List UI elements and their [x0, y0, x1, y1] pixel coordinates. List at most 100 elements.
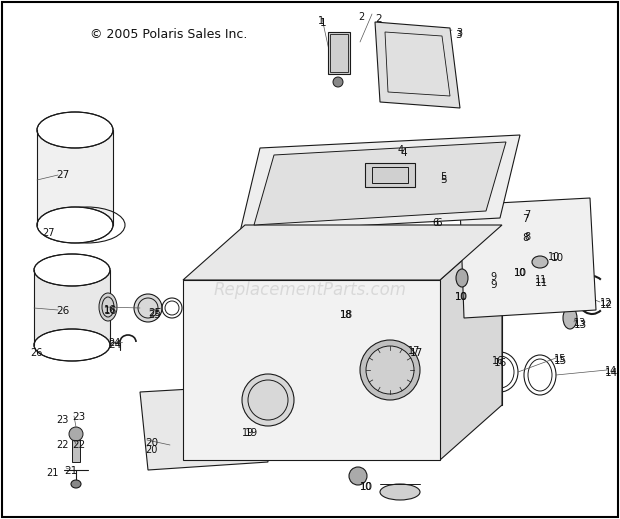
- Text: 7: 7: [522, 214, 529, 224]
- Polygon shape: [37, 130, 113, 225]
- Ellipse shape: [34, 329, 110, 361]
- Text: 22: 22: [72, 440, 86, 450]
- Text: 16: 16: [494, 358, 507, 368]
- Ellipse shape: [242, 374, 294, 426]
- Polygon shape: [245, 225, 502, 405]
- Text: 4: 4: [400, 148, 407, 158]
- Text: 7: 7: [524, 210, 530, 220]
- Text: 16: 16: [492, 356, 504, 366]
- Text: 20: 20: [145, 445, 157, 455]
- Text: 22: 22: [56, 440, 68, 450]
- Text: © 2005 Polaris Sales Inc.: © 2005 Polaris Sales Inc.: [90, 28, 247, 41]
- Text: 10: 10: [360, 482, 372, 492]
- Text: 15: 15: [554, 356, 567, 366]
- Ellipse shape: [514, 259, 522, 271]
- Circle shape: [512, 233, 516, 238]
- Text: 23: 23: [72, 412, 86, 422]
- Text: 24: 24: [108, 340, 122, 350]
- Ellipse shape: [366, 346, 414, 394]
- Polygon shape: [34, 270, 110, 345]
- Text: 27: 27: [56, 170, 69, 180]
- Text: 18: 18: [340, 310, 353, 320]
- Text: 6: 6: [432, 218, 438, 228]
- Text: 11: 11: [535, 278, 548, 288]
- Bar: [365, 163, 415, 187]
- Polygon shape: [140, 385, 268, 470]
- Text: 8: 8: [522, 233, 529, 243]
- Bar: [72, 440, 80, 462]
- Text: 3: 3: [455, 30, 462, 40]
- Text: 26: 26: [30, 348, 42, 358]
- Text: 17: 17: [410, 348, 423, 358]
- Text: 25: 25: [148, 308, 161, 318]
- Ellipse shape: [544, 250, 552, 262]
- Ellipse shape: [563, 307, 577, 329]
- Bar: [183, 280, 440, 460]
- Text: ReplacementParts.com: ReplacementParts.com: [213, 281, 407, 299]
- Ellipse shape: [37, 207, 113, 243]
- Bar: [372, 167, 408, 183]
- Polygon shape: [183, 225, 502, 280]
- Text: 24: 24: [108, 338, 120, 348]
- Text: 10: 10: [514, 268, 527, 278]
- Text: 19: 19: [242, 428, 254, 438]
- Text: 9: 9: [490, 272, 496, 282]
- Text: 10: 10: [455, 292, 467, 302]
- Polygon shape: [440, 225, 502, 460]
- Circle shape: [349, 467, 367, 485]
- Text: 5: 5: [440, 172, 446, 182]
- Text: 14: 14: [605, 366, 618, 376]
- Text: 14: 14: [605, 368, 618, 378]
- Text: 16: 16: [104, 306, 117, 316]
- Ellipse shape: [380, 484, 420, 500]
- Text: 15: 15: [554, 354, 567, 364]
- Ellipse shape: [37, 112, 113, 148]
- Text: 19: 19: [245, 428, 259, 438]
- Polygon shape: [254, 142, 506, 225]
- Text: 5: 5: [440, 175, 446, 185]
- Ellipse shape: [134, 294, 162, 322]
- Text: 12: 12: [600, 298, 613, 308]
- Text: 11: 11: [535, 275, 547, 285]
- Bar: [330, 34, 348, 72]
- Circle shape: [333, 77, 343, 87]
- Polygon shape: [460, 198, 596, 318]
- Text: 10: 10: [455, 292, 468, 302]
- Ellipse shape: [71, 480, 81, 488]
- Text: 25: 25: [148, 310, 161, 320]
- Polygon shape: [240, 135, 520, 232]
- Text: 23: 23: [56, 415, 68, 425]
- Circle shape: [510, 208, 518, 216]
- Text: 21: 21: [46, 468, 58, 478]
- Ellipse shape: [360, 340, 420, 400]
- Text: 12: 12: [600, 300, 613, 310]
- Bar: [328, 32, 350, 74]
- Text: 20: 20: [145, 438, 158, 448]
- Text: 10: 10: [548, 252, 560, 262]
- Text: 10: 10: [551, 253, 564, 263]
- Text: 17: 17: [408, 346, 420, 356]
- Text: 21: 21: [64, 466, 78, 476]
- Text: 8: 8: [524, 232, 530, 242]
- Text: 3: 3: [456, 28, 462, 38]
- Text: 2: 2: [375, 14, 382, 24]
- Ellipse shape: [99, 293, 117, 321]
- Text: 10: 10: [514, 268, 526, 278]
- Circle shape: [69, 427, 83, 441]
- Text: 18: 18: [340, 310, 352, 320]
- Polygon shape: [375, 22, 460, 108]
- Text: 1: 1: [320, 18, 327, 28]
- Ellipse shape: [456, 269, 468, 287]
- Text: 1: 1: [318, 16, 324, 26]
- Text: 13: 13: [574, 318, 587, 328]
- Ellipse shape: [34, 254, 110, 286]
- Text: 10: 10: [360, 482, 373, 492]
- Ellipse shape: [532, 256, 548, 268]
- Text: 16: 16: [104, 305, 117, 315]
- Text: 6: 6: [435, 218, 441, 228]
- Text: 26: 26: [56, 306, 69, 316]
- Text: 4: 4: [398, 145, 404, 155]
- Text: 2: 2: [358, 12, 365, 22]
- Text: 13: 13: [574, 320, 587, 330]
- Text: 27: 27: [42, 228, 55, 238]
